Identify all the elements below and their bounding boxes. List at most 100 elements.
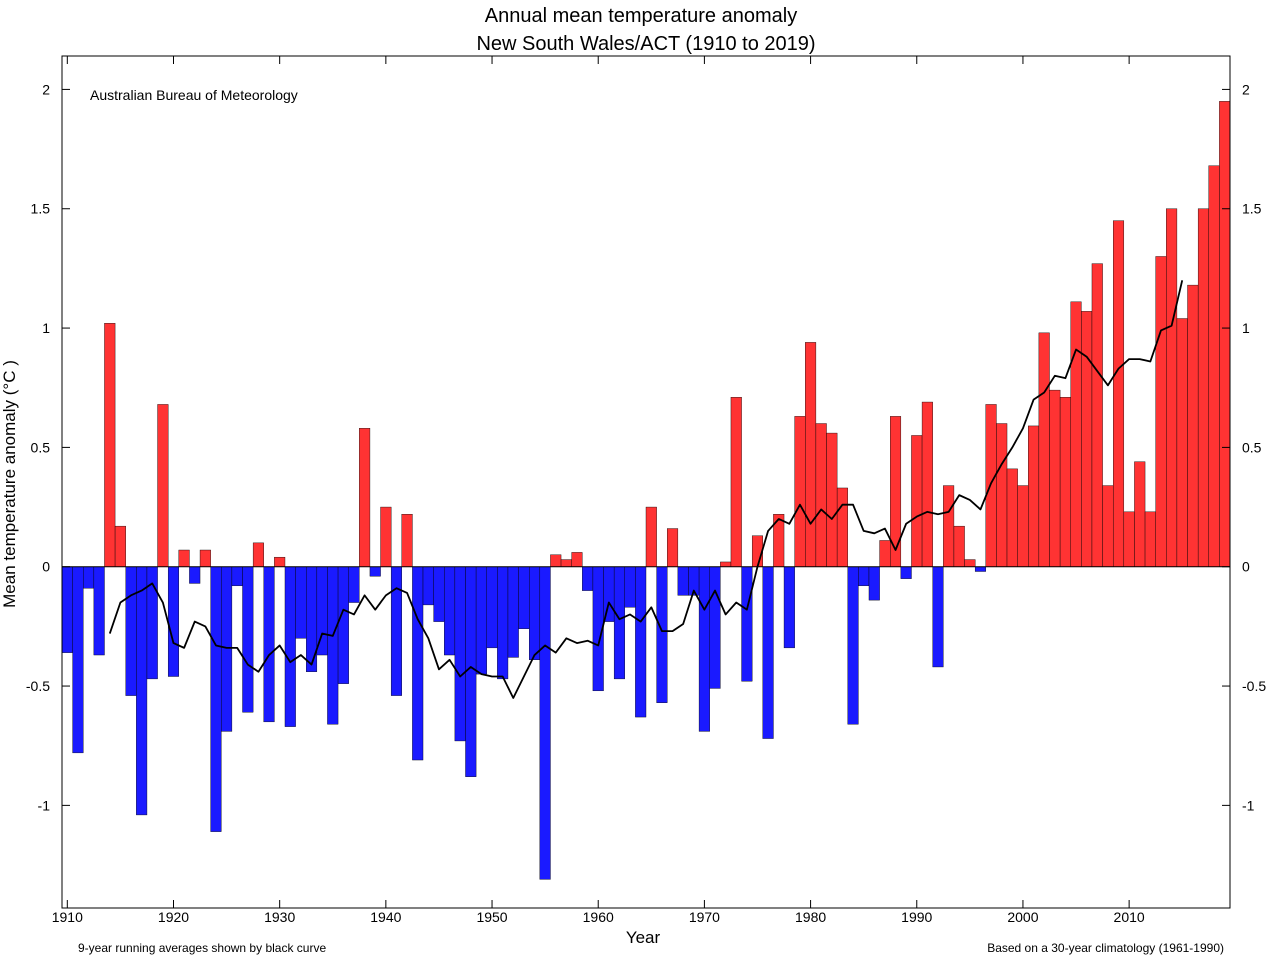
bar-1941 bbox=[390, 566, 402, 696]
x-tick-label: 1950 bbox=[476, 909, 507, 925]
running-mean-series bbox=[108, 280, 1184, 699]
x-tick-label: 2000 bbox=[1007, 909, 1038, 925]
x-tick-label: 1970 bbox=[689, 909, 720, 925]
running-mean-line bbox=[108, 280, 1184, 699]
bar-1991 bbox=[921, 401, 933, 567]
source-label: Australian Bureau of Meteorology bbox=[90, 87, 298, 103]
bar-1938 bbox=[359, 428, 371, 567]
bar-1930 bbox=[274, 556, 286, 567]
bar-1914 bbox=[104, 323, 116, 567]
x-tick-label: 1930 bbox=[264, 909, 295, 925]
bar-1949 bbox=[475, 566, 487, 675]
bar-1911 bbox=[72, 566, 84, 754]
bar-1925 bbox=[221, 566, 233, 732]
bar-1994 bbox=[953, 525, 965, 567]
bar-2016 bbox=[1187, 284, 1199, 567]
x-tick-label: 1980 bbox=[795, 909, 826, 925]
axes: -1 -1 -0.5 -0.5 0 0 0.5 0.5 1 1 1.5 1.5 2 2 1910 1920 19… bbox=[26, 55, 1266, 925]
bar-1957 bbox=[560, 559, 572, 567]
bar-1972 bbox=[720, 561, 732, 567]
bar-1948 bbox=[465, 566, 477, 777]
bar-1912 bbox=[83, 566, 95, 589]
bar-1929 bbox=[263, 566, 275, 723]
y-tick-label-right: 1.5 bbox=[1242, 201, 1262, 217]
bar-1990 bbox=[911, 435, 923, 567]
bar-1979 bbox=[794, 416, 806, 567]
bar-1940 bbox=[380, 506, 392, 567]
bar-1967 bbox=[667, 528, 679, 567]
bar-2014 bbox=[1166, 208, 1178, 567]
bar-2013 bbox=[1155, 256, 1167, 567]
bar-1926 bbox=[231, 566, 243, 587]
plot-frame bbox=[61, 55, 1231, 909]
bar-1964 bbox=[635, 566, 647, 718]
bar-2015 bbox=[1176, 318, 1188, 567]
bar-1986 bbox=[868, 566, 880, 601]
bar-series bbox=[61, 101, 1231, 880]
bar-1958 bbox=[571, 552, 583, 567]
bar-1981 bbox=[815, 423, 827, 567]
bar-2018 bbox=[1208, 165, 1220, 567]
x-tick-label: 1940 bbox=[370, 909, 401, 925]
bar-1971 bbox=[709, 566, 721, 689]
chart-title: Annual mean temperature anomaly bbox=[485, 5, 797, 27]
bar-1939 bbox=[369, 566, 381, 577]
bar-2001 bbox=[1028, 425, 1040, 567]
footnote-running-average: 9-year running averages shown by black c… bbox=[78, 941, 326, 955]
bar-1998 bbox=[996, 423, 1008, 567]
bar-1915 bbox=[114, 525, 126, 567]
bar-1978 bbox=[783, 566, 795, 649]
bar-1961 bbox=[603, 566, 615, 622]
bar-1931 bbox=[284, 566, 296, 727]
bar-2004 bbox=[1059, 397, 1071, 567]
bar-1921 bbox=[178, 549, 190, 567]
bar-1963 bbox=[624, 566, 636, 608]
footnote-climatology: Based on a 30-year climatology (1961-199… bbox=[987, 941, 1224, 955]
bar-1954 bbox=[529, 566, 541, 660]
bar-1944 bbox=[422, 566, 434, 606]
bar-1987 bbox=[879, 540, 891, 567]
y-tick-label-right: 0 bbox=[1242, 559, 1250, 575]
y-tick-label-left: 2 bbox=[42, 81, 50, 97]
y-tick-label-left: 0 bbox=[42, 559, 50, 575]
bar-1919 bbox=[157, 404, 169, 567]
y-tick-label-left: 0.5 bbox=[31, 439, 51, 455]
bar-1976 bbox=[762, 566, 774, 739]
bar-1927 bbox=[242, 566, 254, 713]
x-tick-label: 1910 bbox=[52, 909, 83, 925]
bar-1946 bbox=[444, 566, 456, 656]
bar-1953 bbox=[518, 566, 530, 629]
bar-2007 bbox=[1091, 263, 1103, 567]
bar-2011 bbox=[1134, 461, 1146, 567]
x-tick-label: 2010 bbox=[1114, 909, 1145, 925]
bar-1955 bbox=[539, 566, 551, 880]
bar-1936 bbox=[337, 566, 349, 684]
x-tick-label: 1920 bbox=[158, 909, 189, 925]
y-tick-label-left: 1 bbox=[42, 320, 50, 336]
bar-1984 bbox=[847, 566, 859, 725]
bar-2000 bbox=[1017, 485, 1029, 567]
bar-1928 bbox=[252, 542, 264, 567]
bar-1962 bbox=[613, 566, 625, 680]
bar-2003 bbox=[1049, 389, 1061, 567]
bar-2009 bbox=[1112, 220, 1125, 567]
bar-1922 bbox=[189, 566, 201, 584]
bar-1968 bbox=[677, 566, 689, 596]
bar-1943 bbox=[412, 566, 424, 761]
bar-1917 bbox=[136, 566, 148, 816]
bar-1923 bbox=[199, 549, 211, 567]
bar-1982 bbox=[826, 432, 838, 567]
y-tick-label-left: 1.5 bbox=[31, 201, 51, 217]
y-tick-label-left: -0.5 bbox=[26, 678, 50, 694]
bar-1945 bbox=[433, 566, 445, 622]
bar-1920 bbox=[167, 566, 179, 677]
bar-1989 bbox=[900, 566, 912, 579]
bar-1973 bbox=[730, 397, 742, 567]
bar-1974 bbox=[741, 566, 753, 682]
bar-1924 bbox=[210, 566, 222, 832]
bar-1935 bbox=[327, 566, 339, 725]
bar-1965 bbox=[645, 506, 657, 567]
y-tick-label-right: -0.5 bbox=[1242, 678, 1266, 694]
bar-1913 bbox=[93, 566, 105, 656]
